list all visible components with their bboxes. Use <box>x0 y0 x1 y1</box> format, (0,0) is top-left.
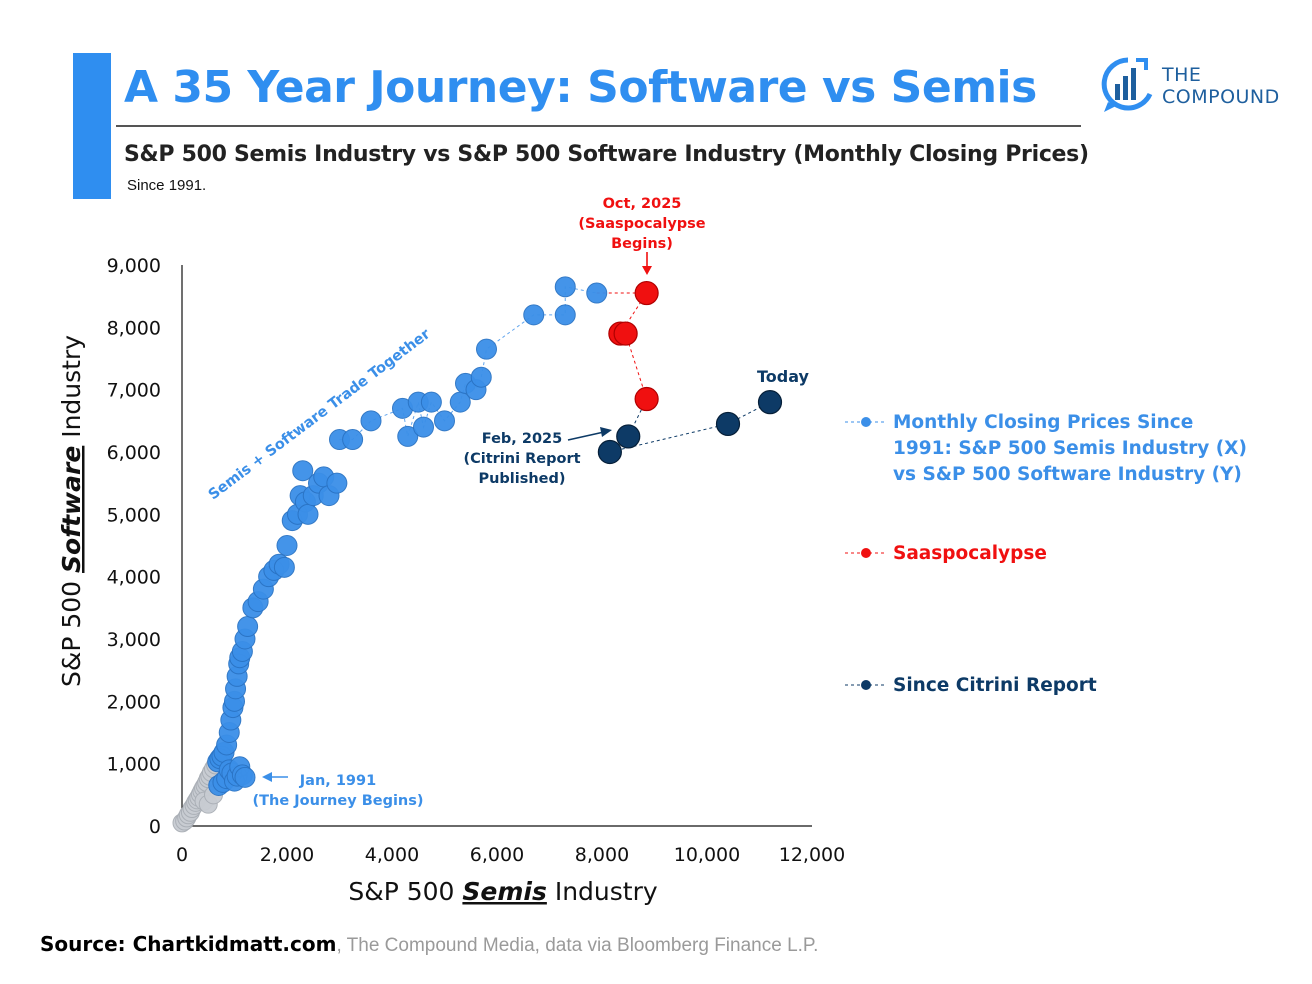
annotation-line: Today <box>757 367 810 386</box>
annotation-line: Jan, 1991 <box>299 773 376 789</box>
legend-line: Saaspocalypse <box>893 543 1047 564</box>
x-tick-label: 4,000 <box>365 844 419 866</box>
citrini-point <box>715 411 741 437</box>
legend-citrini-label: Since Citrini Report <box>893 675 1097 696</box>
x-tick-label: 8,000 <box>575 844 629 866</box>
chart-legend: Monthly Closing Prices Since 1991: S&P 50… <box>845 412 1247 696</box>
jan-1991-annotation: Jan, 1991 (The Journey Begins) <box>252 773 423 809</box>
y-tick-label: 9,000 <box>107 255 161 277</box>
y-tick-label: 8,000 <box>107 317 161 339</box>
legend-line: Monthly Closing Prices Since <box>893 412 1193 433</box>
main-series-point <box>292 460 314 482</box>
y-axis-title-part: Software <box>57 446 86 573</box>
annotation-line: Begins) <box>611 236 673 252</box>
today-annotation: Today <box>757 367 810 386</box>
saaspocalypse-point <box>613 321 638 346</box>
main-series-point <box>234 766 256 788</box>
legend-saaspocalypse-swatch-dot <box>861 548 871 558</box>
main-series-point <box>237 616 259 638</box>
annotation-line: Published) <box>478 471 565 487</box>
y-tick-label: 5,000 <box>107 504 161 526</box>
x-axis-title-part: Industry <box>547 877 658 906</box>
main-series-point <box>276 535 298 556</box>
main-series-point <box>434 410 455 432</box>
x-tick-label: 10,000 <box>674 844 740 866</box>
main-series-point <box>360 410 382 432</box>
main-series-point <box>420 391 442 413</box>
annotation-line: (Citrini Report <box>463 451 580 467</box>
legend-citrini-swatch-dot <box>861 680 871 690</box>
annotation-line: Feb, 2025 <box>482 431 562 447</box>
series-points <box>172 276 783 833</box>
main-series-point <box>476 338 497 360</box>
chart-axes: 0 1,000 2,000 3,000 4,000 5,000 6,000 7,000 8,00… <box>57 255 845 906</box>
legend-main-label: Monthly Closing Prices Since 1991: S&P 50… <box>893 412 1247 485</box>
title-accent-bar <box>73 53 111 199</box>
logo-line-1: THE <box>1162 64 1202 86</box>
y-tick-label: 1,000 <box>107 754 161 776</box>
oct-2025-arrowhead <box>642 266 652 275</box>
y-axis-title-part: Industry <box>57 335 86 446</box>
y-tick-label: 3,000 <box>107 629 161 651</box>
y-tick-label: 6,000 <box>107 442 161 464</box>
y-tick-label: 2,000 <box>107 691 161 713</box>
saaspocalypse-line <box>596 292 648 400</box>
x-axis-title-part: Semis <box>462 877 546 906</box>
x-axis-title: S&P 500 Semis Industry <box>348 877 658 906</box>
feb-2025-arrow <box>567 431 605 441</box>
source-note: Source: Chartkidmatt.com, The Compound M… <box>40 932 818 957</box>
feb-2025-arrowhead <box>600 427 612 437</box>
page-title: A 35 Year Journey: Software vs Semis <box>124 62 1037 113</box>
legend-line: vs S&P 500 Software Industry (Y) <box>893 464 1242 485</box>
main-series-point <box>470 366 492 388</box>
feb-2025-annotation: Feb, 2025 (Citrini Report Published) <box>463 431 580 487</box>
annotation-line: Oct, 2025 <box>603 196 682 212</box>
y-tick-label: 0 <box>149 816 161 838</box>
legend-line: Since Citrini Report <box>893 675 1097 696</box>
main-series-point <box>273 556 295 578</box>
citrini-point <box>597 439 622 465</box>
x-tick-label: 0 <box>176 844 188 866</box>
main-series-point <box>326 472 348 494</box>
jan-1991-arrowhead <box>262 772 272 782</box>
x-axis-title-part: S&P 500 <box>348 877 462 906</box>
source-rest: , The Compound Media, data via Bloomberg… <box>336 935 819 956</box>
main-series-point <box>586 282 608 304</box>
annotation-line: (The Journey Begins) <box>252 793 423 809</box>
x-tick-label: 12,000 <box>779 844 845 866</box>
y-tick-label: 7,000 <box>107 380 161 402</box>
legend-saaspocalypse-label: Saaspocalypse <box>893 543 1047 564</box>
y-axis-title: S&P 500 Software Industry <box>57 335 86 687</box>
main-series-point <box>523 304 545 326</box>
main-series-point <box>297 503 319 525</box>
saaspocalypse-point <box>634 280 659 306</box>
compound-logo-icon <box>1101 57 1153 112</box>
compound-logo-text: THE COMPOUND <box>1162 64 1280 108</box>
since-note: Since 1991. <box>127 177 207 194</box>
saaspocalypse-point <box>634 386 659 412</box>
page-subtitle: S&P 500 Semis Industry vs S&P 500 Softwa… <box>124 142 1089 167</box>
annotation-line: (Saaspocalypse <box>578 216 705 232</box>
title-divider <box>116 125 1081 127</box>
legend-line: 1991: S&P 500 Semis Industry (X) <box>893 438 1247 459</box>
legend-main-swatch-dot <box>861 417 871 427</box>
citrini-point <box>757 390 783 415</box>
main-series-point <box>397 425 419 447</box>
main-series-point <box>413 416 434 438</box>
main-series-point <box>554 276 576 298</box>
logo-line-2: COMPOUND <box>1162 86 1280 108</box>
oct-2025-annotation: Oct, 2025 (Saaspocalypse Begins) <box>578 196 705 252</box>
citrini-point <box>616 424 641 449</box>
main-series-point <box>554 304 576 326</box>
y-axis-title-part: S&P 500 <box>57 573 86 687</box>
source-bold: Source: Chartkidmatt.com <box>40 932 337 956</box>
x-tick-label: 2,000 <box>260 844 314 866</box>
y-tick-label: 4,000 <box>107 567 161 589</box>
x-tick-label: 6,000 <box>470 844 524 866</box>
compound-logo <box>1101 57 1153 112</box>
main-series-point <box>342 429 364 451</box>
